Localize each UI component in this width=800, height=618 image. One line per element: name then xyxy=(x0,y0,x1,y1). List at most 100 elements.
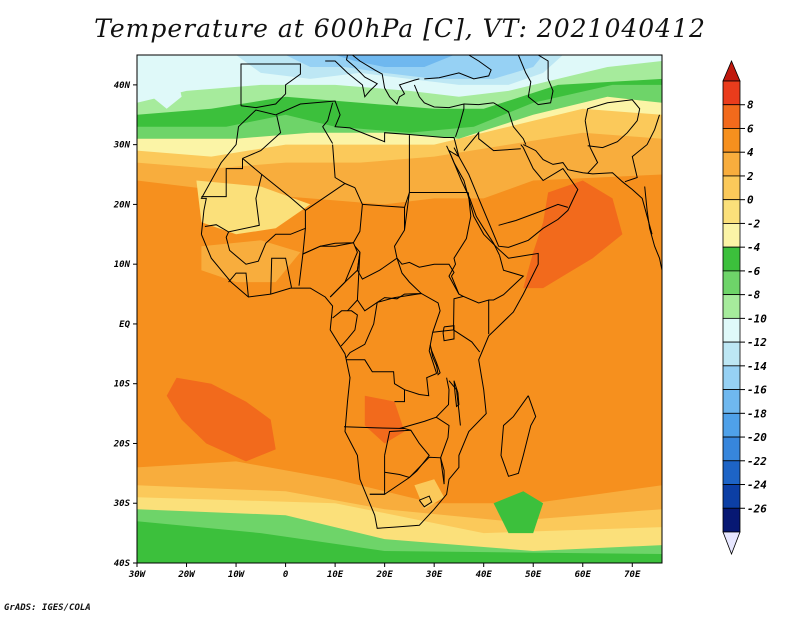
colorbar-label: -8 xyxy=(747,289,761,302)
colorbar-swatch xyxy=(722,223,741,248)
lon-tick-label: 10W xyxy=(228,570,246,580)
coastline-borders xyxy=(200,55,662,529)
black-sea-caspian xyxy=(424,55,492,80)
colorbar-swatch xyxy=(722,175,741,201)
map-title: Temperature at 600hPa [C], VT: 202104041… xyxy=(94,14,706,43)
colorbar-label: -4 xyxy=(747,241,761,254)
border-drc-north xyxy=(345,292,441,374)
border-western-sahara xyxy=(201,158,243,198)
colorbar-swatch xyxy=(722,317,741,343)
border-syria-turkey xyxy=(463,102,494,106)
west-africa-yellow xyxy=(196,180,311,235)
border-iraq-iran xyxy=(493,102,527,145)
lon-tick-label: 20W xyxy=(177,570,196,580)
lon-tick-label: 40E xyxy=(476,570,493,580)
colorbar-label: -22 xyxy=(747,455,767,468)
map-frame xyxy=(136,54,663,564)
colorbar-label: -24 xyxy=(747,479,767,492)
colorbar-swatch xyxy=(722,246,741,272)
border-botswana xyxy=(384,429,430,479)
south-atlantic-warm-patch xyxy=(166,377,276,462)
temperature-field xyxy=(137,55,662,563)
lat-tick-label: 10S xyxy=(114,380,131,390)
border-cameroon xyxy=(329,252,361,312)
lat-tick-label: 20S xyxy=(113,439,131,449)
southern-band-green xyxy=(137,521,662,563)
lat-tick-label: 30S xyxy=(113,499,131,509)
lat-axis: 40S 30S 20S 10S EQ 10N 20N 30N 40N xyxy=(113,81,137,569)
north-mid-blue xyxy=(335,55,454,67)
india-west-coast xyxy=(644,186,662,271)
border-south-sudan xyxy=(396,257,460,295)
lon-tick-label: 30W xyxy=(128,570,147,580)
border-kenya xyxy=(453,295,490,335)
colorbar-label: -20 xyxy=(747,431,767,444)
border-nigeria xyxy=(298,242,358,298)
border-north-africa-med xyxy=(322,102,334,144)
border-mali xyxy=(225,174,306,265)
colorbar-swatch xyxy=(722,365,741,390)
colorbar-swatch xyxy=(722,389,741,414)
lon-tick-label: 30E xyxy=(425,570,443,580)
arabian-sea-warm-patch xyxy=(523,180,623,289)
colorbar-swatch xyxy=(722,341,741,367)
border-yemen-oman xyxy=(498,203,569,226)
border-arabia-interior xyxy=(463,131,521,152)
lat-tick-label: 40S xyxy=(114,559,131,569)
lon-tick-label: 0 xyxy=(283,570,289,580)
colorbar-swatch xyxy=(722,507,741,533)
colorbar-swatch xyxy=(722,80,741,106)
border-malawi xyxy=(448,380,461,426)
lake-malawi xyxy=(453,380,460,408)
lon-tick-label: 70E xyxy=(624,570,641,580)
lon-axis: 30W 20W 10W 0 10E 20E 30E 40E 50E 60E 70E xyxy=(128,563,641,580)
colorbar-label: -26 xyxy=(747,502,767,515)
colorbar-top-arrow xyxy=(722,59,741,82)
colorbar-swatch xyxy=(722,151,741,177)
border-west-coast-states xyxy=(228,272,249,298)
border-sudan-south xyxy=(404,192,410,231)
border-angola-namibia xyxy=(343,426,412,431)
colorbar-label: -6 xyxy=(747,265,761,278)
border-pakistan-india xyxy=(624,114,660,183)
colorbar-label: 6 xyxy=(747,122,754,135)
lesotho-pale-patch xyxy=(414,479,445,510)
border-lesotho xyxy=(418,495,433,508)
border-afghanistan xyxy=(584,99,641,149)
balkans-coastline xyxy=(352,55,420,105)
colorbar-bottom-arrow xyxy=(722,531,741,556)
lat-tick-label: 20N xyxy=(113,200,131,210)
colorbar-label: -10 xyxy=(747,312,767,325)
colorbar-swatch xyxy=(722,460,741,485)
colorbar-swatch xyxy=(722,484,741,509)
colorbar-label: 4 xyxy=(747,146,754,159)
italy-coastline xyxy=(325,55,379,98)
red-sea-west xyxy=(446,145,500,256)
lake-tanganyika xyxy=(429,344,441,376)
colorbar-swatch xyxy=(722,294,741,319)
colorbar-swatch xyxy=(722,436,741,462)
caspian-sea xyxy=(517,55,554,106)
iberia-coastline xyxy=(240,63,301,109)
credit-text: GrADS: IGES/COLA xyxy=(4,603,91,613)
lake-victoria xyxy=(442,325,455,342)
arabia-coastline xyxy=(453,144,579,248)
lon-tick-label: 20E xyxy=(376,570,394,580)
border-mozambique xyxy=(435,416,450,485)
colorbar-swatch xyxy=(722,270,741,296)
lat-tick-label: 40N xyxy=(114,81,131,91)
border-morocco-algeria xyxy=(242,115,282,159)
colorbar-label: -14 xyxy=(747,360,767,373)
colorbar-swatch xyxy=(722,128,741,153)
colorbar-swatch xyxy=(722,199,741,224)
colorbar-label: -2 xyxy=(747,217,761,230)
border-algeria-libya xyxy=(305,144,356,211)
madagascar-coastline xyxy=(500,395,537,477)
border-ethiopia-somalia xyxy=(488,255,525,301)
colorbar-label: 8 xyxy=(747,99,754,112)
border-gabon-congo xyxy=(332,310,358,347)
border-zambia-zimbabwe xyxy=(399,377,450,429)
colorbar-label: -18 xyxy=(747,407,767,420)
west-africa-orange xyxy=(201,240,301,283)
